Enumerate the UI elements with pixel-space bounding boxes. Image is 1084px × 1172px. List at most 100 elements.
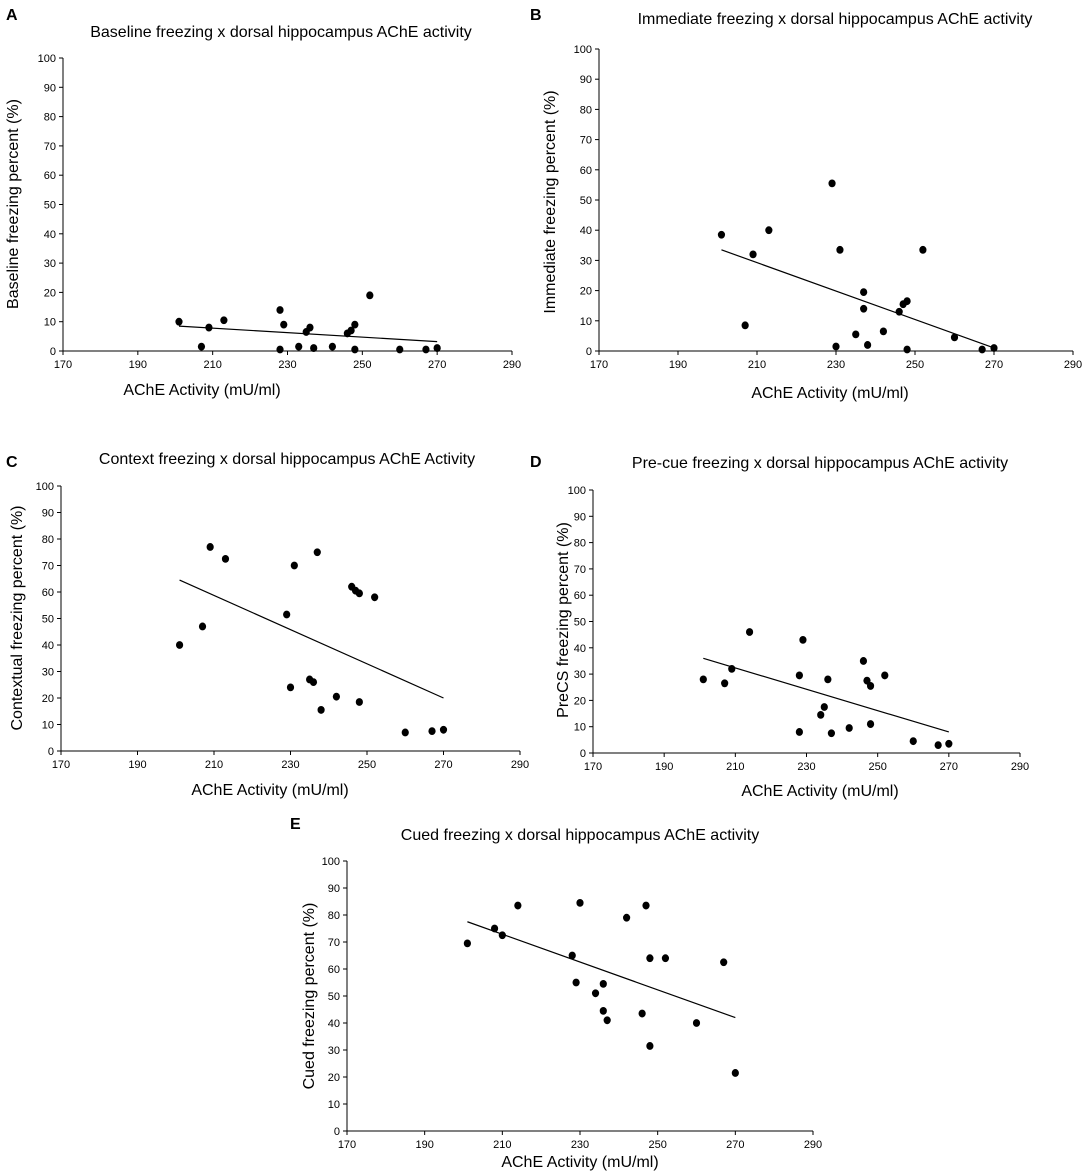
data-point (428, 727, 436, 736)
y-tick-label: 60 (44, 170, 56, 182)
y-tick-label: 20 (580, 286, 592, 298)
x-tick-label: 230 (281, 759, 299, 771)
x-tick-label: 250 (648, 1139, 666, 1151)
data-point (978, 345, 986, 354)
data-point (309, 678, 318, 686)
data-point (721, 679, 729, 688)
data-point (820, 703, 828, 711)
data-point (351, 345, 359, 354)
x-tick-label: 290 (503, 359, 521, 371)
panel-letter: E (290, 816, 301, 833)
data-point (576, 898, 584, 907)
data-point (934, 741, 942, 750)
y-tick-label: 40 (580, 225, 592, 237)
x-tick-label: 190 (128, 759, 146, 771)
data-point (824, 675, 832, 684)
data-point (197, 342, 206, 351)
y-tick-label: 10 (328, 1099, 340, 1111)
data-point (741, 321, 749, 330)
y-tick-label: 60 (328, 964, 340, 976)
y-tick-label: 10 (42, 720, 54, 732)
x-tick-label: 270 (726, 1139, 744, 1151)
data-point (699, 675, 707, 684)
y-tick-label: 30 (42, 667, 54, 679)
chart-title: Context freezing x dorsal hippocampus AC… (99, 451, 475, 468)
data-point (903, 345, 911, 354)
x-tick-label: 210 (726, 761, 744, 773)
y-tick-label: 70 (580, 135, 592, 147)
data-point (439, 725, 448, 734)
data-point (572, 978, 580, 987)
y-tick-label: 20 (328, 1072, 340, 1084)
y-tick-label: 100 (38, 53, 56, 65)
y-tick-label: 50 (580, 195, 592, 207)
x-tick-label: 290 (1011, 761, 1029, 773)
data-point (765, 226, 773, 235)
y-tick-label: 90 (328, 883, 340, 895)
data-point (591, 989, 600, 998)
y-tick-label: 100 (322, 856, 340, 868)
y-tick-label: 40 (328, 1018, 340, 1030)
panel-c: C Context freezing x dorsal hippocampus A… (6, 451, 529, 799)
x-tick-label: 170 (584, 761, 602, 773)
data-point (355, 589, 363, 598)
y-tick-label: 50 (42, 614, 54, 626)
y-tick-label: 20 (44, 287, 56, 299)
data-point (332, 692, 340, 701)
y-tick-label: 0 (334, 1126, 340, 1138)
y-tick-label: 0 (580, 748, 586, 760)
x-tick-label: 170 (590, 359, 608, 371)
data-point (568, 951, 576, 960)
x-tick-label: 190 (415, 1139, 433, 1151)
y-tick-label: 100 (568, 485, 586, 497)
x-axis-label: AChE Activity (mU/ml) (751, 385, 908, 402)
y-axis-label: Baseline freezing percent (%) (5, 99, 22, 309)
data-point (646, 1042, 654, 1050)
y-tick-label: 30 (44, 258, 56, 270)
data-point (919, 245, 927, 254)
y-tick-label: 20 (574, 695, 586, 707)
data-point (945, 739, 953, 748)
y-tick-label: 90 (574, 511, 586, 523)
y-tick-label: 60 (42, 587, 54, 599)
data-point (283, 610, 291, 619)
y-tick-label: 70 (328, 937, 340, 949)
y-tick-label: 60 (574, 590, 586, 602)
data-point (827, 729, 836, 738)
data-point (717, 230, 726, 239)
data-point (206, 543, 214, 551)
y-axis-label: PreCS freezing percent (%) (555, 522, 572, 718)
panel-a: A Baseline freezing x dorsal hippocampus … (5, 7, 521, 399)
x-axis-label: AChE Activity (mU/ml) (501, 1154, 658, 1171)
x-tick-label: 210 (203, 359, 221, 371)
y-tick-label: 40 (574, 643, 586, 655)
y-tick-label: 10 (580, 316, 592, 328)
trend-line (467, 921, 736, 1019)
data-point (175, 641, 184, 649)
x-tick-label: 190 (669, 359, 687, 371)
data-point (881, 671, 889, 680)
data-point (795, 671, 803, 680)
data-point (692, 1019, 701, 1027)
y-axis-label: Cued freezing percent (%) (301, 903, 318, 1090)
data-point (731, 1069, 739, 1077)
data-point (836, 245, 844, 254)
x-tick-label: 250 (868, 761, 886, 773)
data-point (490, 924, 499, 933)
y-tick-label: 40 (44, 229, 56, 241)
x-tick-label: 170 (338, 1139, 356, 1151)
data-point (859, 657, 868, 665)
x-tick-label: 250 (353, 359, 371, 371)
x-tick-label: 190 (655, 761, 673, 773)
data-point (205, 323, 213, 332)
y-tick-label: 80 (44, 112, 56, 124)
y-tick-label: 30 (580, 255, 592, 267)
data-point (903, 297, 911, 306)
data-point (603, 1016, 611, 1025)
y-tick-label: 0 (48, 746, 54, 758)
chart-title: Immediate freezing x dorsal hippocampus … (638, 11, 1033, 28)
data-point (950, 333, 959, 342)
y-tick-label: 30 (328, 1045, 340, 1057)
data-point (661, 954, 670, 963)
